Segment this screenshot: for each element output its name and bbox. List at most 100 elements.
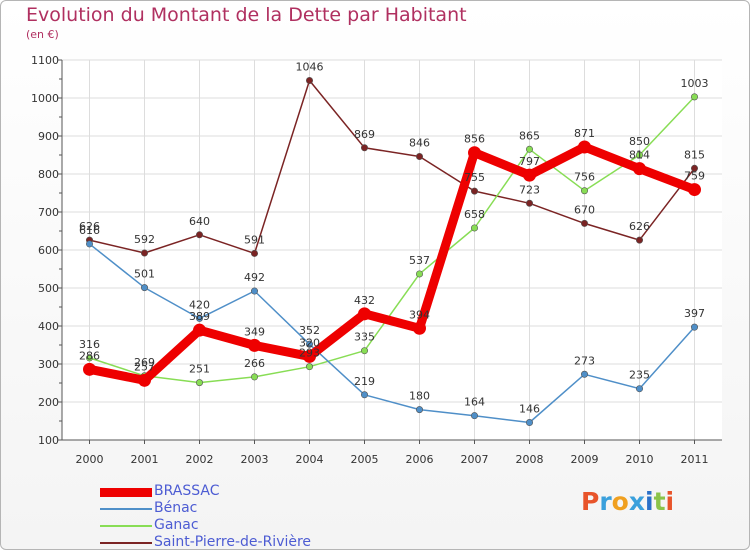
data-point [690,323,698,331]
data-label: 537 [409,254,430,267]
data-point [525,419,533,427]
data-label: 394 [409,308,430,321]
axes: 100 200 300 400 500 600 700 800 900 1000 1100 2000 2… [31,54,722,466]
legend-swatch [100,508,152,510]
data-point [690,164,698,172]
data-point [86,240,94,248]
x-tick-label: 2004 [296,453,324,466]
data-point [690,93,698,101]
data-point [635,236,643,244]
y-tick-label: 1000 [31,92,59,105]
data-label: 269 [134,356,155,369]
data-label: 492 [244,271,265,284]
data-label: 869 [354,128,375,141]
data-label: 420 [189,298,210,311]
x-tick-label: 2008 [516,453,544,466]
logo-letter: o [611,487,629,516]
legend-label: Saint-Pierre-de-Rivière [154,534,312,550]
data-label: 349 [244,325,265,338]
data-label: 856 [464,133,485,146]
data-labels: 286 257 389 349 320 432 394 856 797 871 814 759 616 5… [79,61,709,416]
y-tick-label: 800 [38,168,59,181]
proxiti-logo: Proxiti [581,487,674,516]
data-point [360,391,368,399]
y-tick-label: 600 [38,244,59,257]
data-label: 320 [299,336,320,349]
data-label: 316 [79,338,100,351]
data-label: 397 [684,307,705,320]
data-point [305,77,313,85]
data-point [525,199,533,207]
data-point [251,287,259,295]
data-label: 626 [629,220,650,233]
y-tick-label: 1100 [31,54,59,67]
data-point [415,270,423,278]
logo-letter: P [581,487,600,516]
data-point [305,363,313,371]
data-point [580,219,588,227]
data-label: 293 [299,347,320,360]
data-label: 266 [244,357,265,370]
data-point [470,224,478,232]
x-tick-label: 2002 [186,453,214,466]
x-tick-label: 2006 [406,453,434,466]
x-tick-label: 2000 [76,453,104,466]
data-label: 723 [519,183,540,196]
data-point [523,168,536,182]
legend-label: Ganac [154,517,199,533]
data-point [578,140,591,154]
y-tick-label: 300 [38,358,59,371]
y-tick-label: 200 [38,396,59,409]
data-label: 846 [409,137,430,150]
data-label: 286 [79,349,100,362]
data-label: 235 [629,369,650,382]
data-point [360,347,368,355]
data-point [635,385,643,393]
data-label: 251 [189,363,210,376]
series-line-brassac [85,142,699,385]
data-label: 501 [134,268,155,281]
data-label: 389 [189,310,210,323]
data-label: 257 [134,360,155,373]
legend-swatch [100,487,152,497]
x-tick-label: 2007 [461,453,489,466]
chart-unit: (en €) [26,28,59,41]
data-label: 219 [354,375,375,388]
data-point [141,284,149,292]
data-point [251,249,259,257]
data-label: 670 [574,203,595,216]
data-label: 815 [684,148,705,161]
data-label: 164 [464,396,485,409]
data-label: 865 [519,129,540,142]
data-label: 755 [464,171,485,184]
data-point [305,340,313,348]
logo-letter: t [653,487,666,516]
data-label: 640 [189,215,210,228]
data-point [415,153,423,161]
data-point [635,151,643,159]
data-label: 814 [629,149,650,162]
legend-swatch [100,542,152,544]
data-point [83,362,96,376]
series-line-ganac [88,96,696,384]
series-line-saint-pierre-de-rivi-re [88,79,696,255]
data-point [196,379,204,387]
logo-letter: i [665,487,675,516]
grid [62,59,722,441]
logo-letter: i [645,487,654,516]
data-label: 797 [519,155,540,168]
logo-letter: r [599,487,612,516]
x-tick-label: 2011 [681,453,709,466]
data-label: 759 [684,170,705,183]
data-point [138,373,151,387]
data-point [468,146,481,160]
y-tick-label: 900 [38,130,59,143]
data-point [360,144,368,152]
chart-title: Evolution du Montant de la Dette par Hab… [26,4,467,26]
data-label: 626 [79,220,100,233]
data-point [251,373,259,381]
y-tick-label: 400 [38,320,59,333]
data-label: 180 [409,390,430,403]
data-label: 432 [354,294,375,307]
